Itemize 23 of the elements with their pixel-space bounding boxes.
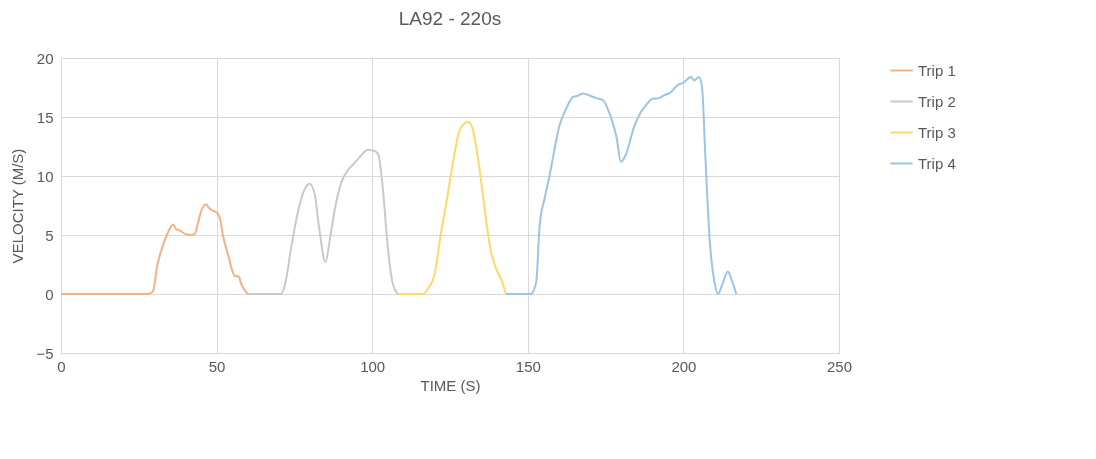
legend-label: Trip 3 xyxy=(918,123,956,141)
x-tick-label: 0 xyxy=(57,357,66,375)
y-tick-label: 5 xyxy=(45,226,54,244)
x-tick-label: 100 xyxy=(360,357,386,375)
y-axis-title: VELOCITY (M/S) xyxy=(9,148,27,264)
x-tick-label: 200 xyxy=(671,357,697,375)
y-tick-label: 15 xyxy=(36,108,54,126)
line-series xyxy=(60,203,249,295)
line-series xyxy=(505,75,738,295)
y-tick-label: −5 xyxy=(36,344,54,362)
legend-label: Trip 1 xyxy=(918,61,956,79)
x-tick-label: 250 xyxy=(826,357,853,375)
y-tick-label: 10 xyxy=(36,167,54,185)
legend-label: Trip 4 xyxy=(918,154,956,172)
legend-label: Trip 2 xyxy=(918,92,956,110)
x-tick-label: 50 xyxy=(208,357,226,375)
line-series xyxy=(246,149,400,295)
chart-title: LA92 - 220s xyxy=(398,8,502,29)
line-series xyxy=(397,120,508,295)
x-axis-title: TIME (S) xyxy=(420,376,481,394)
x-tick-label: 150 xyxy=(515,357,541,375)
y-tick-label: 0 xyxy=(45,285,54,303)
y-tick-label: 20 xyxy=(36,49,54,67)
